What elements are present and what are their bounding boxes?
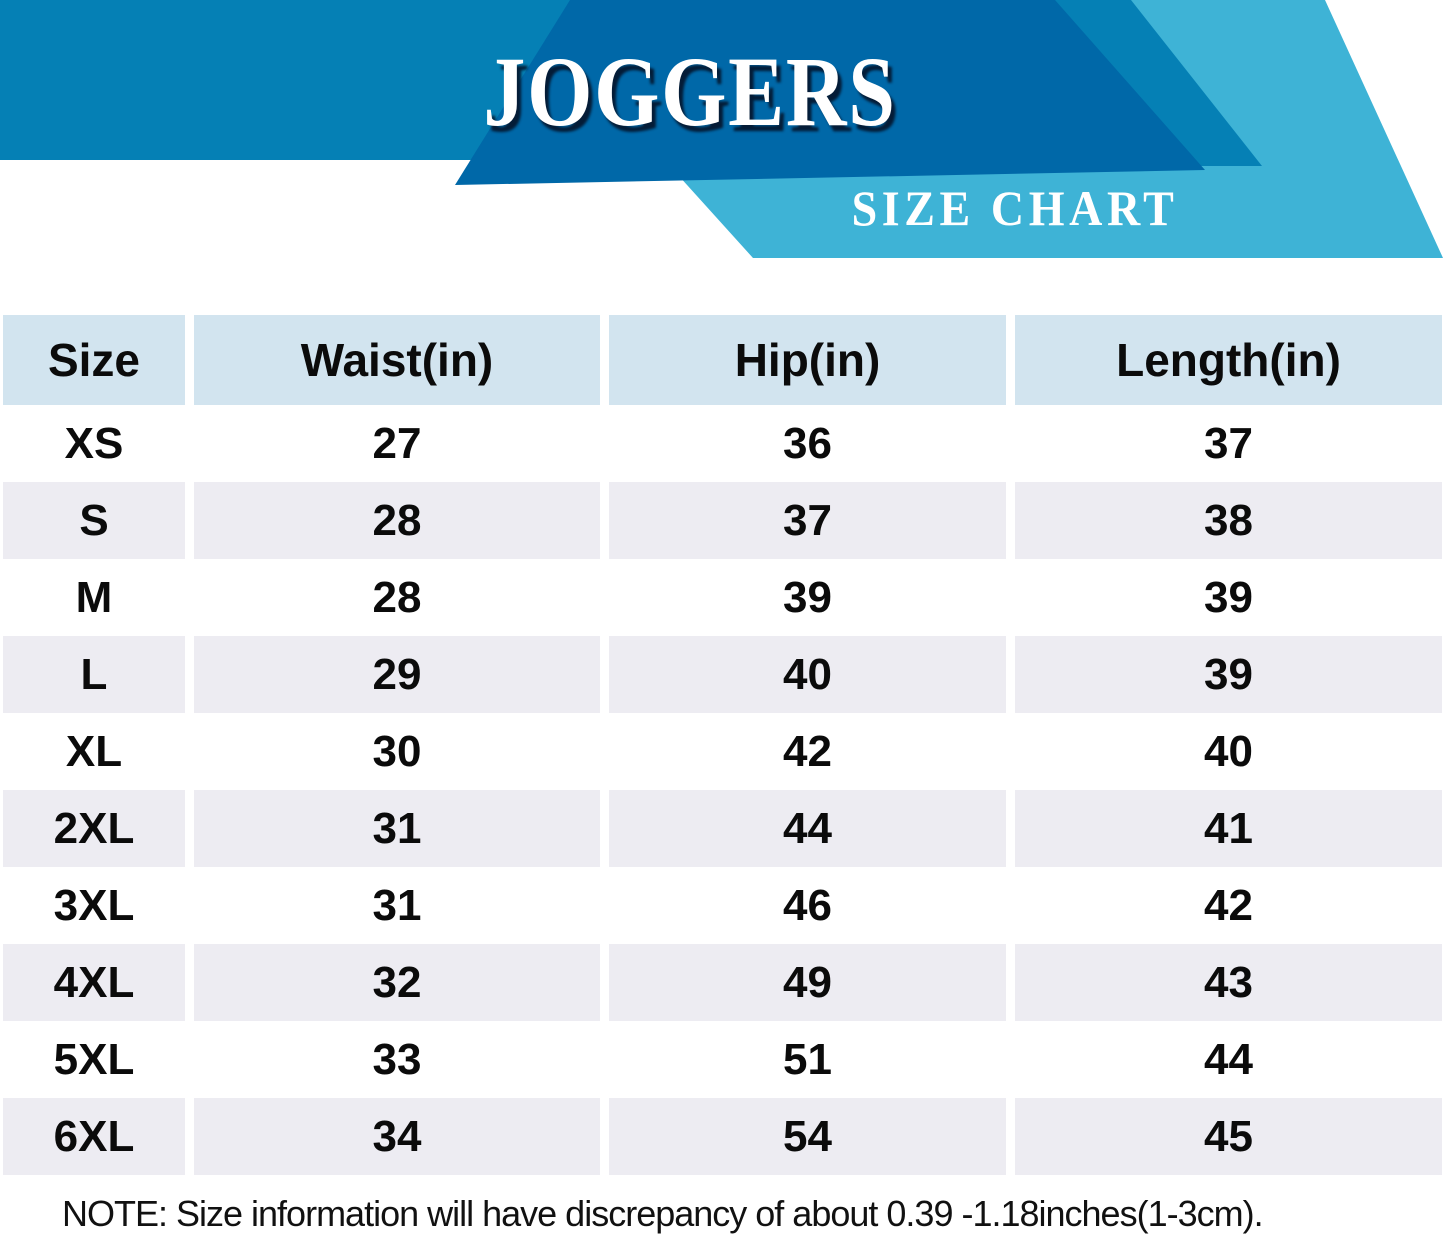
size-cell: M: [3, 559, 185, 636]
waist-cell: 27: [194, 405, 600, 482]
hip-cell: 39: [609, 559, 1006, 636]
waist-cell: 31: [194, 867, 600, 944]
length-cell: 40: [1015, 713, 1442, 790]
length-cell: 42: [1015, 867, 1442, 944]
size-cell: L: [3, 636, 185, 713]
size-cell: 4XL: [3, 944, 185, 1021]
length-cell: 45: [1015, 1098, 1442, 1175]
length-cell: 44: [1015, 1021, 1442, 1098]
column-header-size: Size: [3, 315, 185, 405]
size-note: NOTE: Size information will have discrep…: [62, 1193, 1264, 1234]
hip-cell: 37: [609, 482, 1006, 559]
hip-cell: 49: [609, 944, 1006, 1021]
hip-cell: 54: [609, 1098, 1006, 1175]
length-cell: 41: [1015, 790, 1442, 867]
hip-cell: 46: [609, 867, 1006, 944]
banner-dark-shape: [455, 0, 1205, 185]
waist-cell: 32: [194, 944, 600, 1021]
size-table: Size Waist(in) Hip(in) Length(in) XS 27 …: [3, 315, 1445, 1175]
length-cell: 38: [1015, 482, 1442, 559]
size-cell: 2XL: [3, 790, 185, 867]
column-header-hip: Hip(in): [609, 315, 1006, 405]
length-cell: 39: [1015, 636, 1442, 713]
waist-cell: 29: [194, 636, 600, 713]
column-header-length: Length(in): [1015, 315, 1442, 405]
waist-cell: 28: [194, 482, 600, 559]
hip-cell: 42: [609, 713, 1006, 790]
size-cell: S: [3, 482, 185, 559]
waist-cell: 33: [194, 1021, 600, 1098]
size-cell: 5XL: [3, 1021, 185, 1098]
column-header-waist: Waist(in): [194, 315, 600, 405]
length-cell: 37: [1015, 405, 1442, 482]
waist-cell: 28: [194, 559, 600, 636]
waist-cell: 34: [194, 1098, 600, 1175]
hip-cell: 51: [609, 1021, 1006, 1098]
length-cell: 43: [1015, 944, 1442, 1021]
page-subtitle: SIZE CHART: [851, 180, 1179, 236]
waist-cell: 30: [194, 713, 600, 790]
hip-cell: 40: [609, 636, 1006, 713]
banner: JOGGERS SIZE CHART: [0, 0, 1445, 290]
size-cell: 3XL: [3, 867, 185, 944]
hip-cell: 44: [609, 790, 1006, 867]
size-cell: XS: [3, 405, 185, 482]
waist-cell: 31: [194, 790, 600, 867]
page-title: JOGGERS: [483, 36, 897, 147]
length-cell: 39: [1015, 559, 1442, 636]
size-cell: XL: [3, 713, 185, 790]
size-cell: 6XL: [3, 1098, 185, 1175]
hip-cell: 36: [609, 405, 1006, 482]
